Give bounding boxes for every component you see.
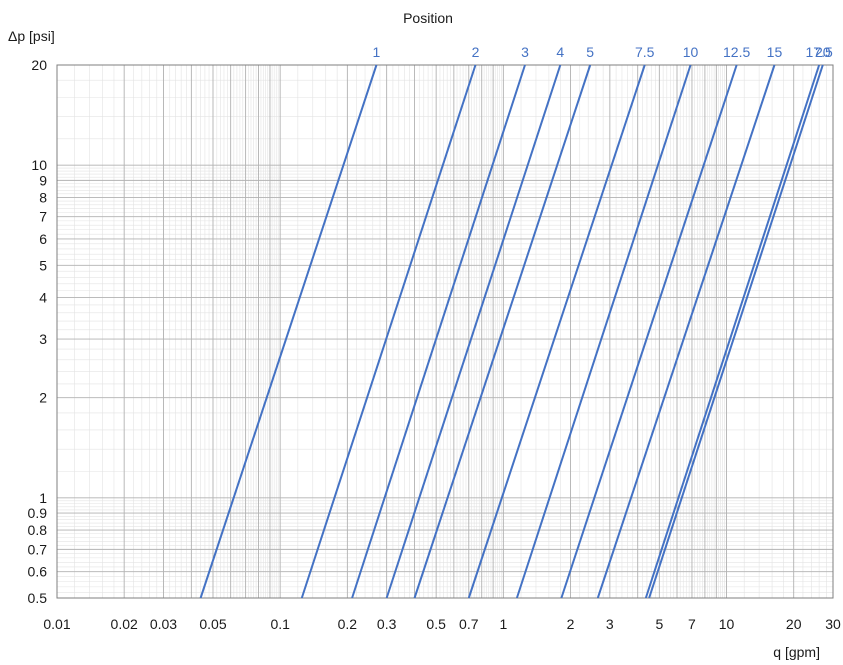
x-tick-label: 0.05 [199,616,226,632]
series-line-17.5 [644,64,821,599]
series-label-12.5: 12.5 [723,44,750,60]
series-label-10: 10 [683,44,699,60]
major-grid [56,64,834,599]
x-axis-label: q [gpm] [773,644,820,660]
x-tick-label: 0.5 [426,616,446,632]
x-tick-label: 5 [655,616,663,632]
series-label-1: 1 [373,44,381,60]
series-line-15 [596,64,776,599]
plot-frame [56,64,834,599]
series-label-3: 3 [521,44,529,60]
x-tick-labels: 0.01 0.02 0.03 0.05 0.1 0.2 0.3 0.5 0.7 1 2 3 5 7 10 20… [43,616,841,632]
x-tick-label: 1 [499,616,507,632]
x-tick-label: 0.2 [338,616,358,632]
series-line-5 [413,64,592,599]
series-label-4: 4 [556,44,564,60]
series-label-5: 5 [586,44,594,60]
y-tick-label: 0.5 [28,590,48,606]
series-line-2 [300,64,477,599]
chart-title: Position [403,10,453,26]
x-tick-label: 0.02 [111,616,138,632]
x-tick-label: 0.3 [377,616,397,632]
y-tick-label: 5 [39,257,47,273]
y-tick-label: 0.8 [28,522,48,538]
y-tick-label: 3 [39,331,47,347]
series-lines [199,64,824,599]
y-tick-label: 8 [39,189,47,205]
series-label-15: 15 [767,44,783,60]
y-tick-label: 0.9 [28,505,48,521]
x-tick-label: 20 [786,616,802,632]
y-tick-label: 4 [39,290,47,306]
y-tick-label: 10 [31,157,47,173]
x-tick-label: 0.01 [43,616,70,632]
x-tick-label: 7 [688,616,696,632]
x-tick-label: 0.03 [150,616,177,632]
x-tick-label: 10 [719,616,735,632]
series-label-7.5: 7.5 [635,44,655,60]
y-tick-label: 6 [39,231,47,247]
x-tick-label: 0.1 [270,616,290,632]
series-line-7.5 [467,64,646,599]
y-tick-label: 0.6 [28,564,48,580]
series-label-17.5: 17.5 [806,44,833,60]
y-tick-label: 1 [39,490,47,506]
series-line-3 [351,64,526,599]
y-tick-label: 20 [31,57,47,73]
series-label-20: 20 [815,44,831,60]
y-tick-label: 2 [39,390,47,406]
x-tick-label: 30 [825,616,841,632]
series-line-20 [648,64,824,599]
series-label-2: 2 [472,44,480,60]
series-line-1 [199,64,378,599]
x-tick-label: 3 [606,616,614,632]
x-tick-label: 0.7 [459,616,479,632]
series-line-10 [515,64,692,599]
y-tick-label: 0.7 [28,541,48,557]
series-line-12.5 [560,64,738,599]
x-tick-label: 2 [567,616,575,632]
y-tick-label: 9 [39,172,47,188]
series-line-4 [385,64,562,599]
series-labels: 1 2 3 4 5 7.5 10 12.5 15 17.520 [373,44,833,60]
y-tick-label: 7 [39,209,47,225]
y-axis-label: Δp [psi] [8,28,55,44]
